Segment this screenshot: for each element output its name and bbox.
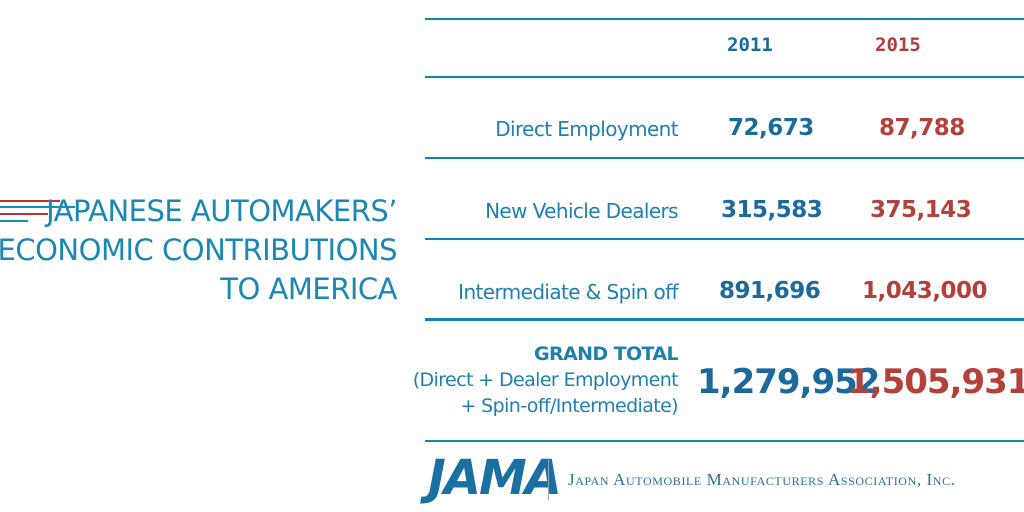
- column-header-2011: 2011: [727, 34, 773, 56]
- title-line: TO AMERICA: [220, 272, 397, 306]
- grand-total-label: GRAND TOTAL (Direct + Dealer Employment …: [412, 341, 679, 419]
- association-name: Japan Automobile Manufacturers Associati…: [568, 470, 956, 489]
- row-label-intermediate-spin-off: Intermediate & Spin off: [458, 280, 678, 304]
- grand-total-2011: 1,279,952: [697, 362, 880, 402]
- table-divider: [425, 76, 1024, 78]
- column-header-2015: 2015: [875, 34, 921, 56]
- row-label-direct-employment: Direct Employment: [495, 117, 678, 141]
- table-divider: [425, 238, 1024, 240]
- table-divider: [425, 440, 1024, 442]
- title-line: ECONOMIC CONTRIBUTIONS: [0, 233, 398, 267]
- grand-total-2015: 1,505,931: [847, 362, 1024, 402]
- value-2011-direct-employment: 72,673: [728, 115, 814, 141]
- grand-total-heading: GRAND TOTAL: [533, 343, 679, 365]
- value-2015-intermediate-spin-off: 1,043,000: [862, 278, 988, 304]
- logo-divider: [548, 458, 549, 500]
- row-label-new-vehicle-dealers: New Vehicle Dealers: [485, 199, 679, 223]
- value-2011-new-vehicle-dealers: 315,583: [721, 197, 823, 223]
- value-2015-new-vehicle-dealers: 375,143: [870, 197, 972, 223]
- grand-total-subtext: + Spin-off/Intermediate): [460, 395, 678, 417]
- jama-logo: JAMA: [428, 450, 562, 506]
- value-2011-intermediate-spin-off: 891,696: [719, 278, 821, 304]
- decorative-stripe: [0, 206, 75, 208]
- decorative-stripe: [0, 220, 28, 222]
- decorative-stripe: [0, 200, 60, 202]
- table-divider: [425, 318, 1024, 321]
- decorative-stripe: [0, 213, 48, 215]
- table-divider: [425, 157, 1024, 159]
- grand-total-subtext: (Direct + Dealer Employment: [412, 369, 679, 391]
- value-2015-direct-employment: 87,788: [879, 115, 965, 141]
- table-divider: [425, 18, 1024, 20]
- page-title: JAPANESE AUTOMAKERS’ ECONOMIC CONTRIBUTI…: [0, 192, 398, 309]
- title-line: JAPANESE AUTOMAKERS’: [46, 194, 397, 228]
